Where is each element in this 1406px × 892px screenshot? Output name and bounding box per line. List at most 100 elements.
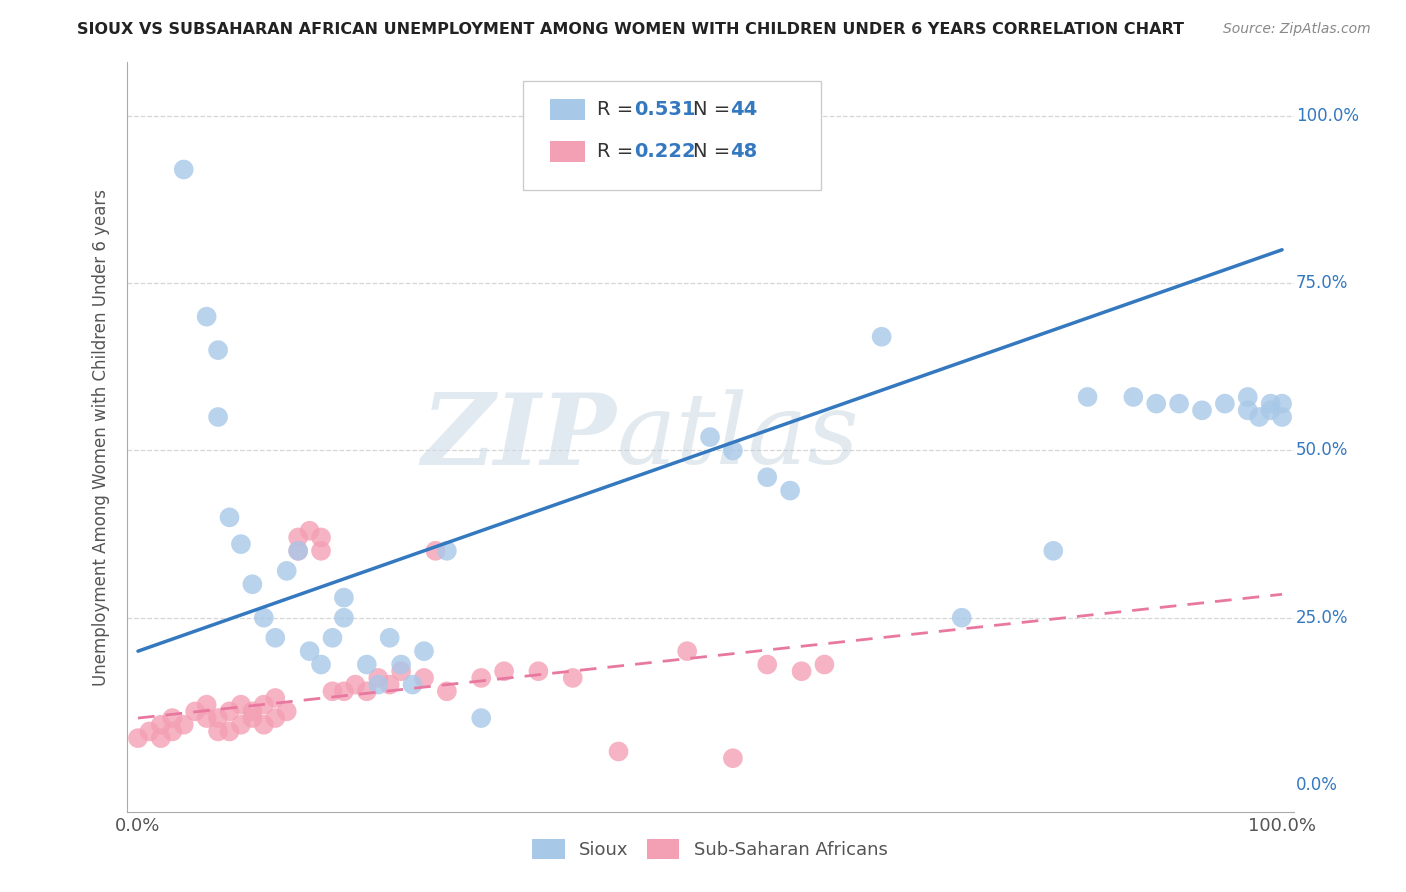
Point [721,751,744,765]
Point [253,717,276,731]
Point [184,705,207,719]
Point [127,731,149,746]
Point [1236,403,1258,417]
Point [309,530,332,544]
Point [389,657,412,672]
Point [276,564,298,578]
Bar [550,141,585,162]
Point [229,717,252,731]
Point [813,657,835,672]
Point [356,684,378,698]
Point [367,678,389,692]
Legend: Sioux, Sub-Saharan Africans: Sioux, Sub-Saharan Africans [526,832,894,866]
Point [401,678,423,692]
Point [333,611,356,625]
Point [413,644,436,658]
Point [389,664,412,679]
Point [779,483,801,498]
Point [309,544,332,558]
Point [195,711,218,725]
Point [264,711,287,725]
Point [413,671,436,685]
Point [242,711,264,725]
Point [242,705,264,719]
Point [149,717,172,731]
Point [1144,396,1167,410]
Point [1271,396,1294,410]
Point [287,544,309,558]
Point [367,671,389,685]
Point [218,510,240,524]
Point [699,430,721,444]
Point [207,343,229,358]
Point [1260,403,1282,417]
Point [321,631,343,645]
Point [218,724,240,739]
Point [207,410,229,425]
Point [264,631,287,645]
Point [173,717,195,731]
Point [607,744,630,758]
Point [356,657,378,672]
Point [1260,396,1282,410]
Point [756,657,779,672]
Point [298,524,321,538]
Point [321,684,343,698]
Text: 44: 44 [730,100,756,120]
Point [333,591,356,605]
Point [1191,403,1213,417]
FancyBboxPatch shape [523,81,821,190]
Text: 75.0%: 75.0% [1296,274,1348,293]
Point [1122,390,1144,404]
Y-axis label: Unemployment Among Women with Children Under 6 years: Unemployment Among Women with Children U… [91,188,110,686]
Point [790,664,813,679]
Point [162,711,184,725]
Text: 0.222: 0.222 [634,142,696,161]
Point [378,631,401,645]
Text: R =: R = [596,100,640,120]
Text: 0.0%: 0.0% [1296,776,1337,794]
Text: 0.531: 0.531 [634,100,696,120]
Point [1213,396,1236,410]
Point [333,684,356,698]
Text: 25.0%: 25.0% [1296,608,1348,627]
Point [276,705,298,719]
Point [253,611,276,625]
Text: 100.0%: 100.0% [1296,107,1358,125]
Point [344,678,367,692]
Point [1236,390,1258,404]
Point [721,443,744,458]
Point [207,724,229,739]
Text: atlas: atlas [617,390,859,484]
Point [527,664,550,679]
Point [494,664,516,679]
Text: 48: 48 [730,142,756,161]
Point [149,731,172,746]
Point [425,544,447,558]
Point [264,690,287,705]
Text: 50.0%: 50.0% [1296,442,1348,459]
Text: N =: N = [693,142,735,161]
Point [138,724,160,739]
Point [309,657,332,672]
Point [470,711,492,725]
Point [561,671,583,685]
Point [1077,390,1099,404]
Point [676,644,699,658]
Point [218,705,240,719]
Point [195,310,218,324]
Text: SIOUX VS SUBSAHARAN AFRICAN UNEMPLOYMENT AMONG WOMEN WITH CHILDREN UNDER 6 YEARS: SIOUX VS SUBSAHARAN AFRICAN UNEMPLOYMENT… [77,22,1184,37]
Point [229,537,252,551]
Point [470,671,492,685]
Point [1249,410,1271,425]
Point [287,544,309,558]
Point [950,611,973,625]
Point [253,698,276,712]
Point [436,684,458,698]
Point [436,544,458,558]
Point [287,530,309,544]
Text: Source: ZipAtlas.com: Source: ZipAtlas.com [1223,22,1371,37]
Text: ZIP: ZIP [422,389,617,485]
Point [756,470,779,484]
Point [207,711,229,725]
